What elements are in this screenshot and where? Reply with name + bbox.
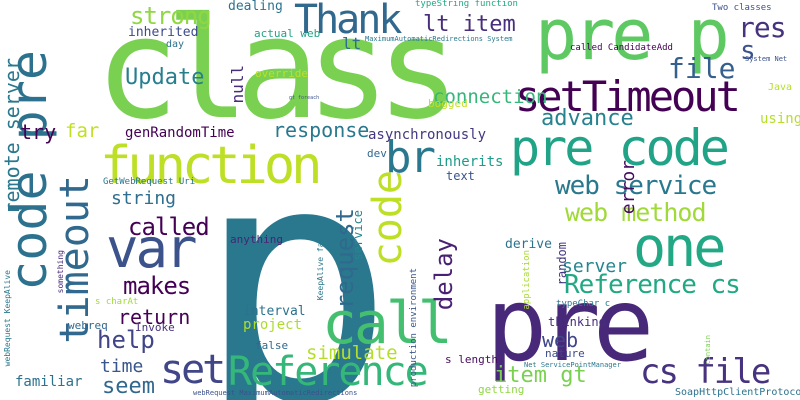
- word-far: far: [65, 120, 100, 142]
- word-asynchronously: asynchronously: [368, 127, 487, 143]
- word-set: set: [160, 347, 226, 393]
- word-res: res: [738, 11, 787, 44]
- word-override: override: [255, 67, 308, 80]
- word-genrandomtime: genRandomTime: [125, 125, 235, 141]
- word-web-service: web service: [555, 171, 717, 201]
- word-system-net: System Net: [745, 55, 788, 63]
- word-return: return: [118, 305, 191, 329]
- word-false: false: [255, 339, 289, 352]
- word-contain: contain: [704, 335, 712, 365]
- word-familiar: familiar: [15, 374, 83, 390]
- word-lt: lt: [342, 34, 362, 53]
- word-two-classes: Two classes: [712, 3, 772, 13]
- word-called: called: [128, 213, 210, 241]
- word-text: text: [446, 169, 475, 183]
- word-call: call: [322, 289, 453, 357]
- word-string: string: [111, 188, 177, 209]
- word-inherits: inherits: [436, 154, 504, 170]
- word-reference: Reference: [228, 349, 429, 395]
- word-service: service: [351, 210, 365, 261]
- word-day: day: [166, 39, 185, 50]
- word-webrequest-maximumautomaticredirections: webRequest MaximumAutomaticRedirections: [193, 389, 358, 397]
- word-connection: connection: [433, 86, 548, 108]
- word-project: project: [243, 317, 303, 333]
- word-something: something: [56, 250, 65, 294]
- word-actual-web: actual web: [254, 27, 321, 40]
- word-invoke: Invoke: [135, 321, 175, 334]
- word-try: try: [20, 120, 57, 144]
- word-var: var: [106, 217, 198, 280]
- word-interval: interval: [243, 304, 306, 319]
- word-gt-foreach: gt foreach: [289, 95, 320, 101]
- word-br: br: [385, 132, 436, 183]
- word-keepalive-false: KeepAlive false: [316, 228, 325, 301]
- word-pre-p: pre p: [535, 0, 730, 76]
- word-server: server: [562, 256, 628, 277]
- word-s-charat: s charAt: [95, 297, 139, 307]
- word-file: file: [668, 52, 736, 85]
- word-remote-server: remote server: [0, 58, 24, 215]
- word-null: null: [228, 65, 247, 104]
- word-time: time: [100, 356, 144, 377]
- word-help: help: [97, 326, 155, 354]
- word-thank: Thank: [294, 0, 402, 43]
- word-application: application: [522, 250, 532, 310]
- word-webrequest-keepalive: webRequest KeepAlive: [3, 270, 12, 367]
- word-anything: anything: [230, 233, 283, 246]
- word-using: using: [760, 111, 800, 127]
- word-seem: seem: [102, 374, 155, 399]
- word-error: error: [618, 160, 639, 215]
- word-getwebrequest-uri: GetWebRequest Uri: [103, 177, 196, 187]
- word-web: web: [542, 328, 579, 352]
- word-response: response: [273, 118, 370, 142]
- word-pre: pre: [486, 266, 654, 385]
- word-cs-file: cs file: [640, 352, 771, 392]
- word-derive: derive: [505, 237, 552, 252]
- word-settimeout: setTimeout: [515, 72, 741, 121]
- word-maximumautomaticredirections-system: MaximumAutomaticRedirections System: [365, 35, 513, 43]
- word-dev: dev: [367, 147, 387, 160]
- word-s-length: s length: [445, 353, 498, 366]
- word-code: code: [365, 170, 411, 267]
- word-typechar-c: typeChar c: [556, 299, 611, 309]
- word-production-environment: production environment: [409, 268, 419, 388]
- word-class: class: [95, 0, 460, 151]
- word-update: Update: [125, 65, 205, 90]
- word-called-candidateadd: called CandidateAdd: [570, 43, 673, 53]
- word-reference-cs: Reference cs: [564, 270, 741, 300]
- word-inherited: inherited: [128, 25, 199, 40]
- word-java: Java: [768, 82, 793, 93]
- word-strong: strong: [130, 2, 212, 30]
- word-soaphttpclientprotocol: SoapHttpClientProtocol: [675, 387, 800, 398]
- word-function: function: [100, 136, 322, 196]
- word-thinking: thinking: [548, 315, 606, 329]
- word-web-method: web method: [565, 198, 707, 227]
- word-s: s: [740, 36, 756, 66]
- word-pre-code: pre code: [510, 119, 730, 177]
- word-webreq: webreq: [68, 319, 108, 332]
- word-getting: getting: [478, 383, 525, 396]
- word-lt-item: lt item: [423, 12, 516, 37]
- word-advance: advance: [541, 106, 634, 131]
- word-item-gt: item gt: [494, 363, 587, 388]
- word-one: one: [633, 215, 726, 279]
- word-p: p: [196, 93, 395, 400]
- word-makes: makes: [123, 272, 191, 300]
- word-dealing: dealing: [228, 0, 283, 14]
- word-nature: nature: [545, 347, 585, 360]
- word-typestring-function: typeString function: [415, 0, 518, 9]
- word-simulate: simulate: [306, 342, 398, 364]
- word-random: random: [555, 242, 569, 286]
- word-net-servicepointmanager: Net ServicePointManager: [524, 361, 621, 369]
- word-bogged: bogged: [428, 97, 468, 110]
- word-delay: delay: [430, 238, 458, 311]
